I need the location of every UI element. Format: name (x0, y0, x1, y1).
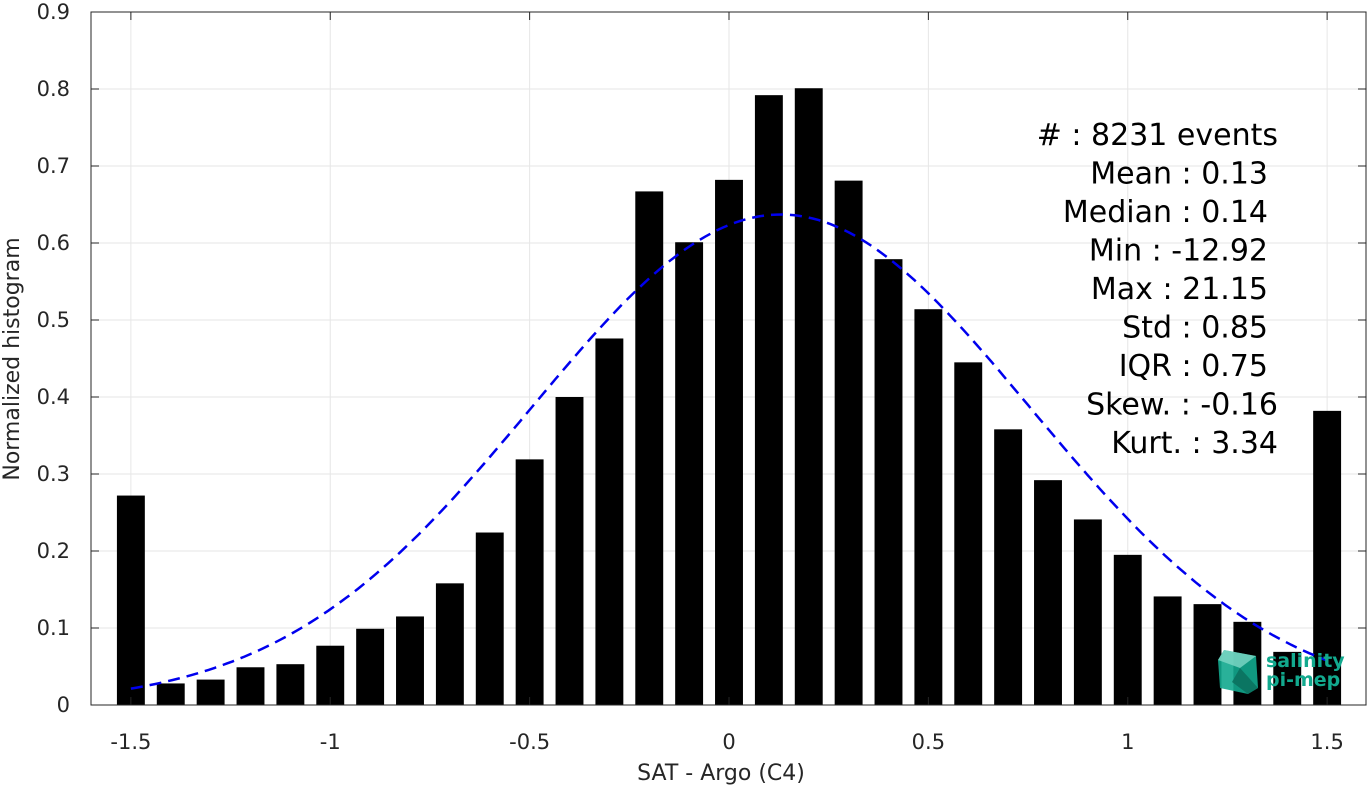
gaussian-fit (130, 213, 1328, 690)
histogram-bar (874, 259, 903, 705)
y-tick-label: 0.5 (37, 308, 70, 332)
stat-line: Std : 0.85 (1122, 311, 1268, 346)
stat-line: Kurt. : 3.34 (1111, 426, 1278, 461)
histogram-bar (1034, 480, 1062, 705)
y-axis-ticks: 0 0.1 0.2 0.3 0.4 0.5 0.6 0.7 0.8 0.9 (37, 0, 1366, 717)
x-axis-title: SAT - Argo (C4) (637, 761, 805, 786)
histogram-bar (1193, 604, 1222, 705)
y-tick-label: 0.7 (37, 154, 70, 178)
stat-line: IQR : 0.75 (1119, 349, 1268, 384)
x-tick-label: -1.5 (110, 730, 151, 754)
y-tick-label: 0.8 (37, 77, 70, 101)
histogram-bar (1073, 519, 1102, 705)
x-tick-label: 0 (722, 730, 735, 754)
stat-line: Max : 21.15 (1091, 272, 1268, 307)
histogram-bar (715, 179, 743, 706)
histogram-bar (236, 667, 265, 705)
histogram-bar (196, 679, 225, 705)
histogram-bars (116, 88, 1342, 706)
histogram-bar (316, 645, 345, 705)
stat-line: # : 8231 events (1037, 118, 1278, 153)
histogram-bar (116, 495, 145, 705)
histogram-bar (954, 362, 983, 705)
histogram-bar (635, 191, 664, 705)
x-tick-label: -0.5 (509, 730, 550, 754)
histogram-bar (794, 88, 823, 706)
y-tick-label: 0.2 (37, 539, 70, 563)
histogram-bar (475, 532, 504, 705)
y-tick-label: 0.9 (37, 0, 70, 24)
logo-line2: pi-mep (1266, 669, 1340, 691)
histogram-bar (276, 664, 305, 705)
histogram-bar (754, 95, 783, 705)
x-tick-label: 1 (1121, 730, 1134, 754)
histogram-bar (156, 683, 185, 705)
histogram-bar (515, 459, 544, 705)
y-tick-label: 0.1 (37, 616, 70, 640)
stat-line: Median : 0.14 (1063, 195, 1268, 230)
histogram-bar (595, 338, 624, 705)
x-tick-label: 1.5 (1310, 730, 1343, 754)
stat-line: Min : -12.92 (1089, 234, 1268, 269)
histogram-bar (435, 583, 464, 705)
histogram-bar (396, 616, 424, 705)
histogram-bar (1273, 651, 1302, 705)
histogram-bar (356, 628, 385, 705)
stat-line: Mean : 0.13 (1090, 157, 1268, 192)
histogram-bar (1113, 554, 1142, 705)
gaussian-fit-curve (130, 213, 1328, 690)
x-tick-label: -1 (320, 730, 341, 754)
y-tick-label: 0.6 (37, 231, 70, 255)
salinity-pimep-logo: salinity pi-mep (1218, 650, 1345, 694)
x-tick-label: 0.5 (912, 730, 945, 754)
histogram-bar (994, 429, 1023, 705)
logo-mark-shade (1232, 668, 1258, 694)
y-axis-title: Normalized histogram (0, 237, 25, 480)
y-tick-label: 0 (57, 693, 70, 717)
y-tick-label: 0.4 (37, 385, 70, 409)
histogram-bar (555, 397, 584, 705)
histogram-bar (834, 180, 863, 705)
logo-mark-facet (1218, 650, 1256, 668)
histogram-bar (675, 242, 704, 706)
logo-line1: salinity (1266, 650, 1345, 672)
y-tick-label: 0.3 (37, 462, 70, 486)
x-axis-ticks: -1.5 -1 -0.5 0 0.5 1 1.5 (110, 12, 1344, 754)
histogram-bar (1153, 596, 1182, 705)
histogram-bar (914, 309, 943, 705)
histogram-bar (1313, 410, 1342, 705)
stat-line: Skew. : -0.16 (1086, 388, 1278, 423)
